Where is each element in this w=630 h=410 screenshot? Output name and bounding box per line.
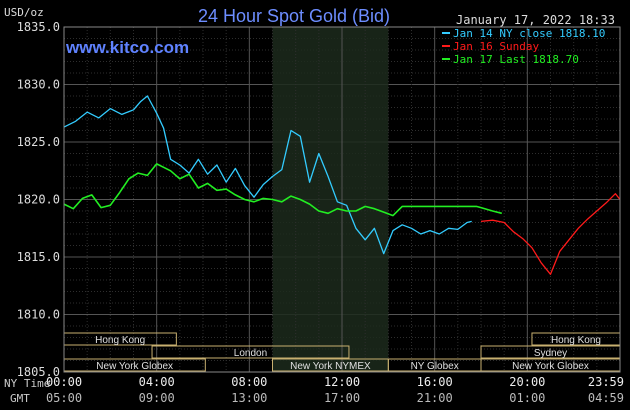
chart-datetime: January 17, 2022 18:33: [456, 13, 615, 27]
x-tick-label-ny: 20:00: [509, 375, 545, 389]
series-line: [63, 163, 502, 217]
x-tick-label-gmt: 01:00: [509, 391, 545, 405]
x-tick-label-ny: 00:00: [46, 375, 82, 389]
legend-entry: Jan 17 Last 1818.70: [453, 53, 579, 66]
session-label: Sydney: [534, 348, 567, 359]
gmt-axis-label: GMT: [10, 392, 30, 405]
y-axis-label: USD/oz: [4, 6, 44, 19]
x-tick-label-gmt: 04:59: [588, 391, 624, 405]
y-tick-label: 1825.0: [17, 135, 60, 149]
kitco-watermark: www.kitco.com: [65, 38, 189, 57]
series-line: [480, 193, 621, 275]
x-tick-label-ny: 16:00: [417, 375, 453, 389]
plot-frame: [63, 26, 621, 373]
session-label: New York Globex: [96, 361, 173, 372]
x-tick-label-gmt: 13:00: [231, 391, 267, 405]
y-tick-label: 1815.0: [17, 250, 60, 264]
x-tick-label-ny: 08:00: [231, 375, 267, 389]
ny-time-axis-label: NY Time: [4, 377, 50, 390]
y-tick-label: 1820.0: [17, 193, 60, 207]
market-sessions: Hong Kong London New York Globex New York N…: [63, 332, 621, 372]
session-label: NY Globex: [411, 361, 459, 372]
chart-title: 24 Hour Spot Gold (Bid): [198, 6, 390, 26]
x-tick-label-gmt: 21:00: [417, 391, 453, 405]
series-lines: [63, 95, 621, 275]
x-axis-ticks: 00:00 05:00 04:00 09:00 08:00 13:00 12:00 17:00…: [46, 375, 624, 405]
x-tick-label-ny: 04:00: [139, 375, 175, 389]
session-label: New York Globex: [512, 361, 589, 372]
x-tick-label-ny: 23:59: [588, 375, 624, 389]
legend-entry: Jan 14 NY close 1818.10: [453, 27, 605, 40]
session-label: New York NYMEX: [290, 361, 371, 372]
series-line: [63, 95, 472, 255]
session-box: [151, 345, 350, 359]
session-label: Hong Kong: [95, 335, 145, 346]
session-label: London: [234, 348, 267, 359]
legend-entry: Jan 16 Sunday: [453, 40, 539, 53]
y-tick-label: 1810.0: [17, 308, 60, 322]
x-tick-label-ny: 12:00: [324, 375, 360, 389]
x-tick-label-gmt: 09:00: [139, 391, 175, 405]
shaded-session-band: [272, 27, 389, 372]
x-tick-label-gmt: 17:00: [324, 391, 360, 405]
y-tick-label: 1830.0: [17, 78, 60, 92]
y-axis-ticks: 1805.0 1810.0 1815.0 1820.0 1825.0 1830.0 1835…: [17, 20, 60, 379]
y-tick-label: 1835.0: [17, 20, 60, 34]
y-tick-label: 1805.0: [17, 365, 60, 379]
x-tick-label-gmt: 05:00: [46, 391, 82, 405]
session-label: Hong Kong: [551, 335, 601, 346]
